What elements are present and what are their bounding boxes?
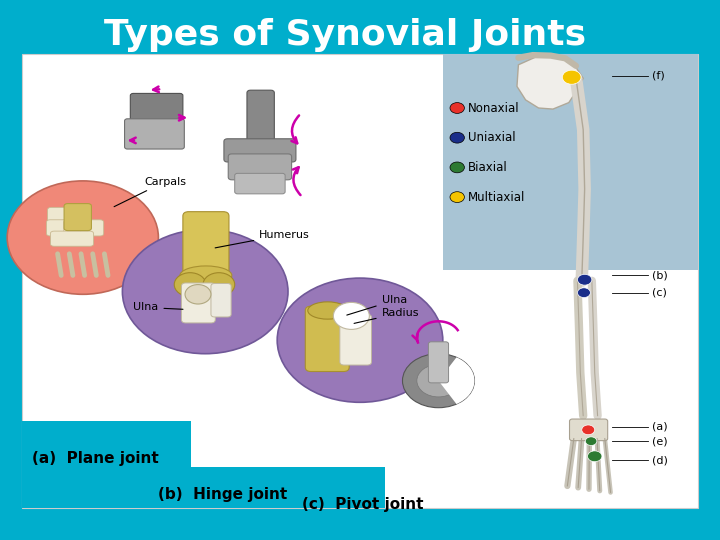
Circle shape bbox=[417, 364, 460, 397]
Text: Nonaxial: Nonaxial bbox=[468, 102, 520, 114]
Wedge shape bbox=[438, 357, 474, 404]
Ellipse shape bbox=[180, 266, 232, 285]
FancyBboxPatch shape bbox=[63, 220, 89, 236]
FancyBboxPatch shape bbox=[224, 139, 296, 162]
Text: Types of Synovial Joints: Types of Synovial Joints bbox=[104, 18, 587, 52]
Circle shape bbox=[402, 354, 474, 408]
FancyBboxPatch shape bbox=[305, 306, 349, 372]
Circle shape bbox=[585, 437, 597, 445]
Text: Humerus: Humerus bbox=[215, 230, 310, 248]
Polygon shape bbox=[22, 421, 385, 508]
Circle shape bbox=[333, 302, 369, 329]
Ellipse shape bbox=[308, 302, 348, 319]
FancyBboxPatch shape bbox=[125, 119, 184, 149]
Text: (e): (e) bbox=[652, 436, 667, 446]
Text: Multiaxial: Multiaxial bbox=[468, 191, 526, 204]
Circle shape bbox=[203, 273, 235, 296]
FancyBboxPatch shape bbox=[130, 93, 183, 124]
FancyBboxPatch shape bbox=[235, 173, 285, 194]
Circle shape bbox=[185, 285, 211, 304]
Circle shape bbox=[277, 278, 443, 402]
Text: (b): (b) bbox=[652, 271, 667, 280]
Circle shape bbox=[450, 192, 464, 202]
Text: Biaxial: Biaxial bbox=[468, 161, 508, 174]
FancyBboxPatch shape bbox=[228, 154, 292, 180]
FancyBboxPatch shape bbox=[183, 212, 229, 277]
FancyBboxPatch shape bbox=[247, 90, 274, 144]
Text: (b)  Hinge joint: (b) Hinge joint bbox=[158, 487, 288, 502]
Circle shape bbox=[7, 181, 158, 294]
Text: Carpals: Carpals bbox=[114, 177, 186, 207]
Circle shape bbox=[450, 103, 464, 113]
Text: Radius: Radius bbox=[354, 308, 419, 323]
Circle shape bbox=[577, 288, 590, 298]
Circle shape bbox=[174, 273, 206, 296]
FancyBboxPatch shape bbox=[211, 284, 231, 317]
Text: Ulna: Ulna bbox=[133, 302, 183, 313]
Circle shape bbox=[450, 132, 464, 143]
FancyBboxPatch shape bbox=[428, 342, 449, 383]
Text: (c): (c) bbox=[652, 288, 667, 298]
Text: Ulna: Ulna bbox=[347, 295, 407, 315]
FancyBboxPatch shape bbox=[81, 220, 104, 236]
Text: (d): (d) bbox=[652, 455, 667, 465]
Text: (c)  Pivot joint: (c) Pivot joint bbox=[302, 497, 424, 512]
Text: (f): (f) bbox=[652, 71, 665, 80]
Text: Uniaxial: Uniaxial bbox=[468, 131, 516, 144]
FancyBboxPatch shape bbox=[65, 207, 91, 225]
FancyBboxPatch shape bbox=[64, 204, 91, 231]
Circle shape bbox=[450, 162, 464, 173]
FancyBboxPatch shape bbox=[22, 54, 698, 508]
FancyBboxPatch shape bbox=[50, 231, 94, 246]
FancyBboxPatch shape bbox=[340, 314, 372, 365]
FancyBboxPatch shape bbox=[181, 283, 215, 323]
FancyBboxPatch shape bbox=[48, 207, 75, 225]
Polygon shape bbox=[517, 57, 583, 109]
Circle shape bbox=[122, 230, 288, 354]
FancyBboxPatch shape bbox=[443, 54, 698, 270]
Text: (a): (a) bbox=[652, 422, 667, 431]
Circle shape bbox=[588, 451, 602, 462]
Text: (a)  Plane joint: (a) Plane joint bbox=[32, 451, 159, 467]
FancyBboxPatch shape bbox=[46, 220, 72, 236]
Circle shape bbox=[562, 70, 581, 84]
FancyBboxPatch shape bbox=[570, 419, 608, 441]
Circle shape bbox=[582, 425, 595, 435]
Circle shape bbox=[577, 274, 592, 285]
